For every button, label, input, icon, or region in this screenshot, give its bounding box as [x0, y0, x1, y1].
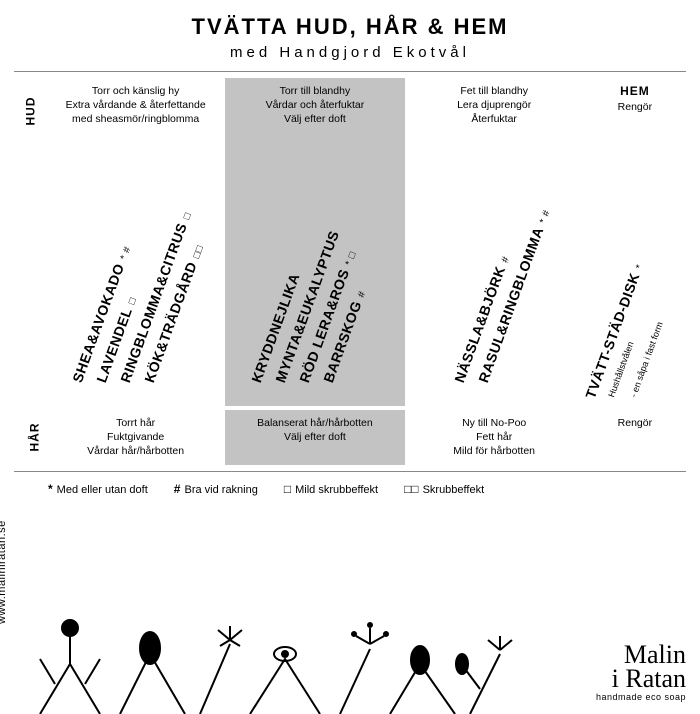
- product-3: KÖK&TRÄDGÅRD □□: [141, 357, 168, 386]
- side-label-col: HUD: [14, 78, 46, 406]
- product-3: BARRSKOG #: [320, 357, 347, 386]
- product-0: TVÄTT-STÄD-DISK *: [582, 373, 609, 402]
- hair-col-0: Torrt hårFuktgivandeVårdar hår/hårbotten: [46, 410, 225, 465]
- brand-tagline: handmade eco soap: [596, 692, 686, 702]
- product-0: SHEA&AVOKADO * #: [69, 357, 96, 386]
- product-1: LAVENDEL □: [93, 357, 120, 386]
- col-hud-desc: Fet till blandhyLera djuprengörÅterfukta…: [409, 84, 580, 128]
- hair-col-1: Balanserat hår/hårbottenVälj efter doft: [225, 410, 404, 465]
- product-1: RASUL&RINGBLOMMA * #: [475, 357, 502, 386]
- legend-item-0: *Med eller utan doft: [48, 482, 148, 496]
- page-title: TVÄTTA HUD, HÅR & HEM: [0, 14, 700, 40]
- legend-item-3: □□Skrubbeffekt: [404, 482, 484, 496]
- brand-logo: Malin i Ratan handmade eco soap: [596, 643, 686, 702]
- divider-top: [14, 71, 686, 72]
- page-subtitle: med Handgjord Ekotvål: [0, 44, 700, 61]
- hair-side: HÅR: [14, 410, 46, 465]
- product-2: RÖD LERA&ROS * □: [296, 357, 323, 386]
- col-hud-desc: Rengör: [588, 100, 682, 144]
- product-1: MYNTA&EUKALYPTUS: [272, 357, 299, 386]
- brand-line2: i Ratan: [596, 667, 686, 690]
- products-wrap: KRYDDNEJLIKAMYNTA&EUKALYPTUSRÖD LERA&ROS…: [229, 136, 400, 386]
- product-sub-1: - en såpa i fast form: [628, 374, 654, 402]
- legend-item-2: □Mild skrubbeffekt: [284, 482, 378, 496]
- col-hud-desc: Torr och känslig hyExtra vårdande & åter…: [50, 84, 221, 128]
- hair-col-3: Rengör: [584, 410, 686, 465]
- products-wrap: NÄSSLA&BJÖRK #RASUL&RINGBLOMMA * #: [409, 136, 580, 386]
- column-3: HEM Rengör TVÄTT-STÄD-DISK *Hushållstvålen…: [584, 78, 686, 406]
- product-0: NÄSSLA&BJÖRK #: [451, 357, 478, 386]
- hair-col-2: Ny till No-PooFett hårMild för hårbotten: [405, 410, 584, 465]
- label-hud: HUD: [24, 97, 38, 126]
- columns-container: Torr och känslig hyExtra vårdande & åter…: [46, 78, 686, 406]
- column-1: Torr till blandhyVårdar och återfuktarVä…: [225, 78, 404, 406]
- products-wrap: TVÄTT-STÄD-DISK *Hushållstvålen- en såpa…: [588, 152, 682, 402]
- col-hud-desc: Torr till blandhyVårdar och återfuktarVä…: [229, 84, 400, 128]
- legend: *Med eller utan doft #Bra vid rakning □Mil…: [48, 482, 652, 496]
- hem-header: HEM: [588, 84, 682, 98]
- product-2: RINGBLOMMA&CITRUS □: [117, 357, 144, 386]
- legend-item-1: #Bra vid rakning: [174, 482, 258, 496]
- product-0: KRYDDNEJLIKA: [248, 357, 275, 386]
- product-sub-0: Hushållstvålen: [606, 374, 632, 402]
- hair-row: HÅR Torrt hårFuktgivandeVårdar hår/hårbo…: [14, 410, 686, 465]
- column-2: Fet till blandhyLera djuprengörÅterfukta…: [405, 78, 584, 406]
- divider-bottom: [14, 471, 686, 472]
- label-har: HÅR: [28, 423, 42, 452]
- hair-columns: Torrt hårFuktgivandeVårdar hår/hårbotten…: [46, 410, 686, 465]
- product-grid: HUD Torr och känslig hyExtra vårdande & …: [14, 78, 686, 406]
- products-wrap: SHEA&AVOKADO * #LAVENDEL □RINGBLOMMA&CIT…: [50, 136, 221, 386]
- column-0: Torr och känslig hyExtra vårdande & åter…: [46, 78, 225, 406]
